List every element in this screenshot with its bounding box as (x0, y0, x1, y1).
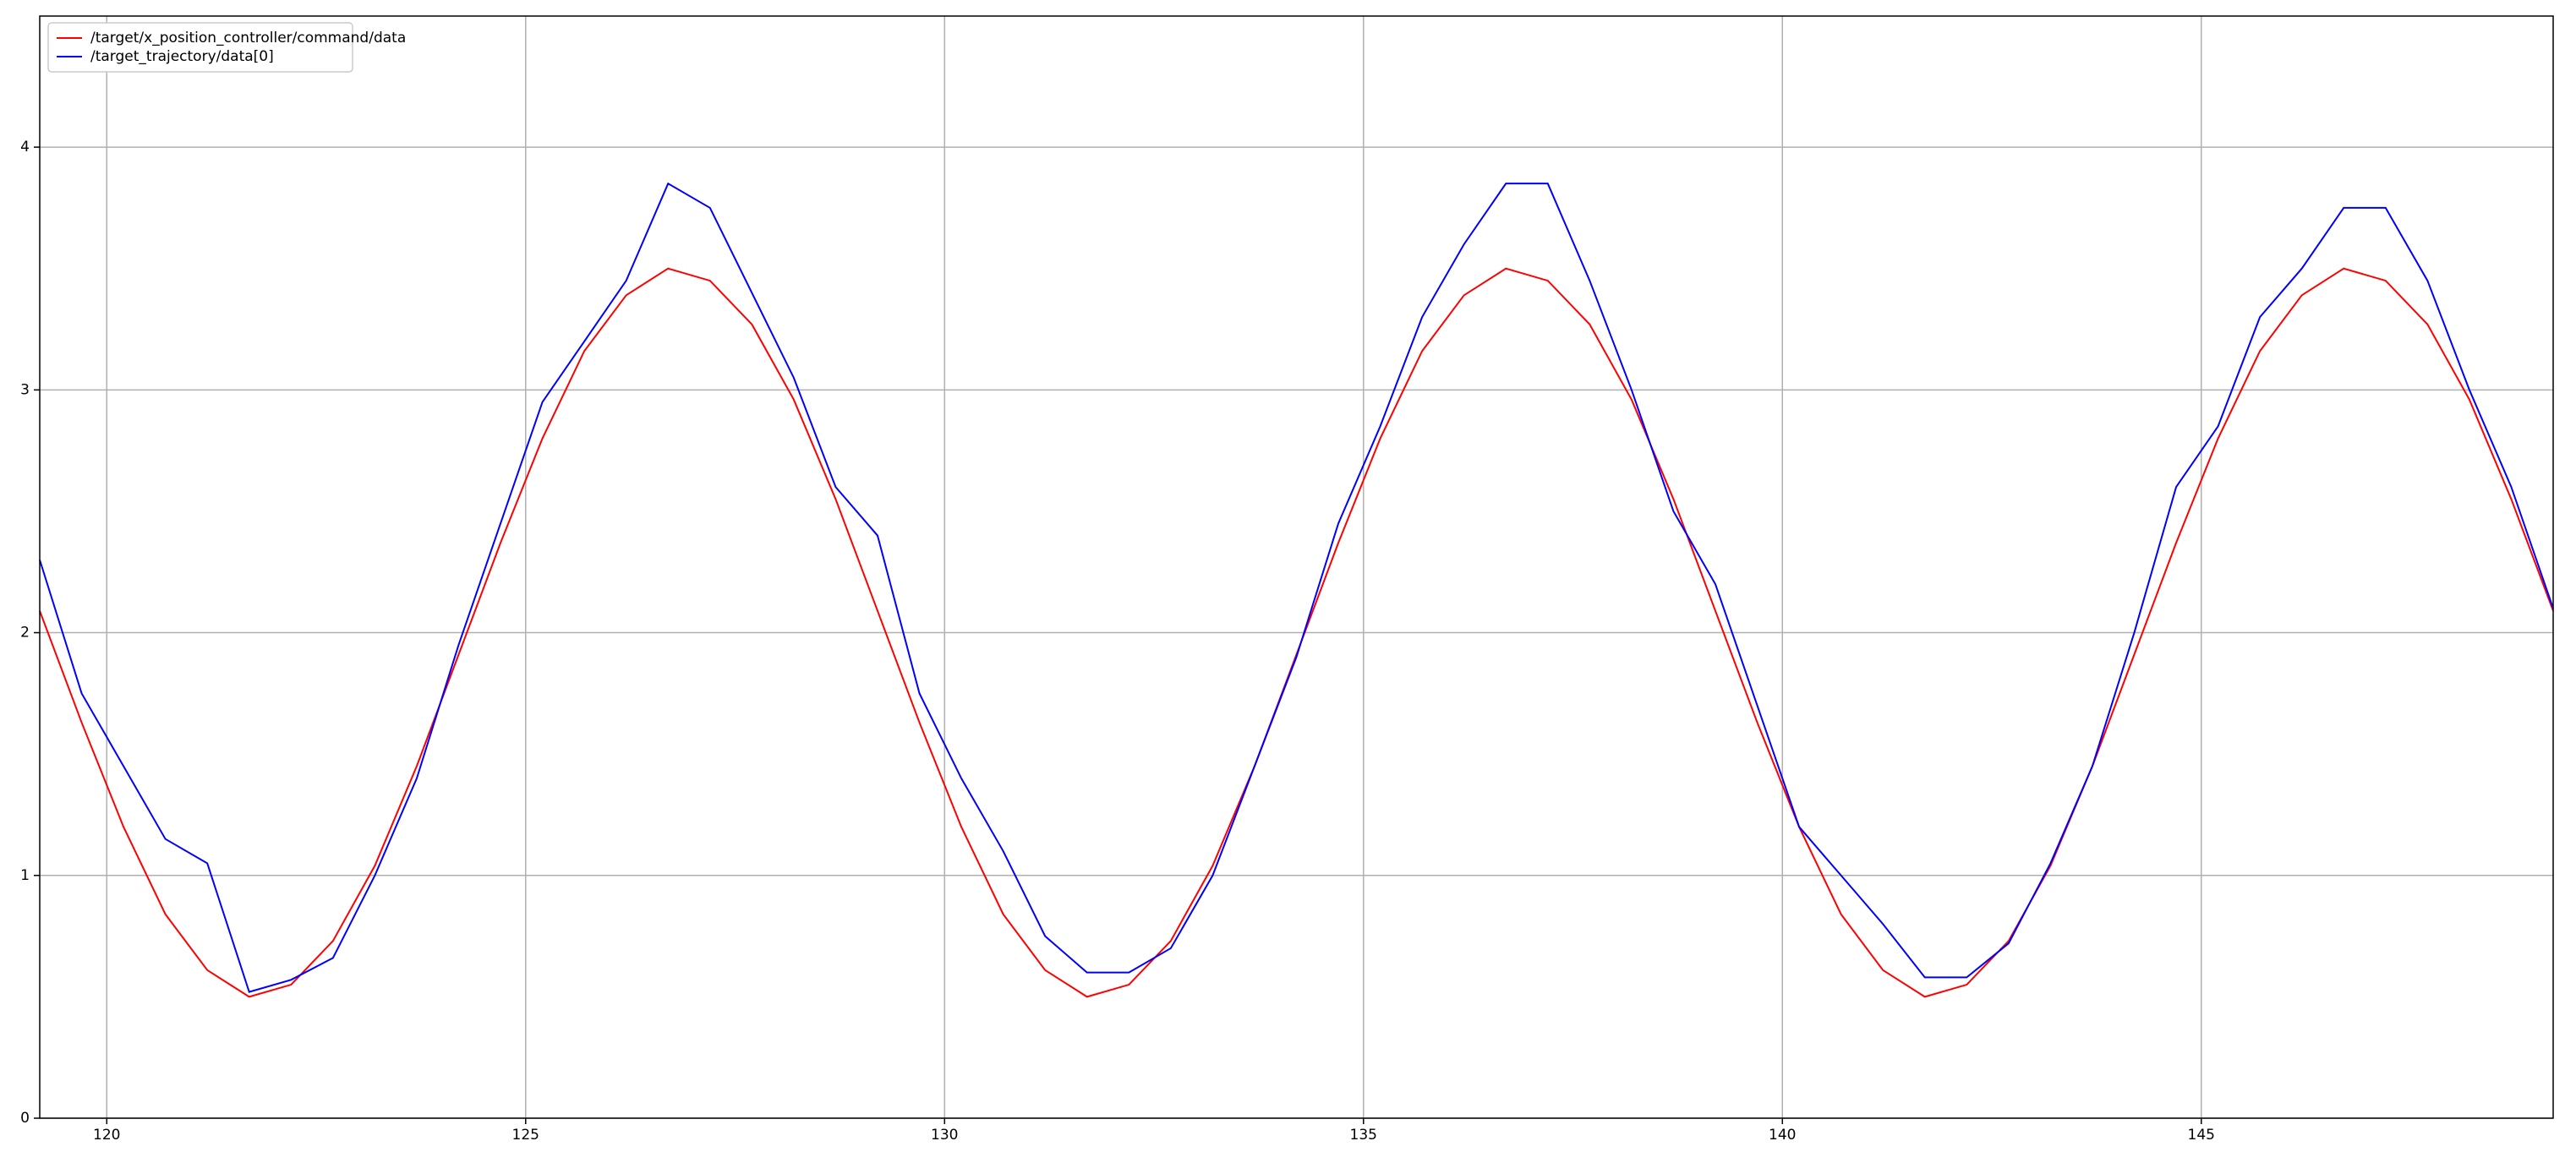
legend-label: /target/x_position_controller/command/da… (90, 30, 406, 46)
legend-label: /target_trajectory/data[0] (90, 48, 274, 65)
x-tick-label: 140 (1769, 1127, 1796, 1144)
y-tick-label: 1 (20, 867, 30, 884)
x-tick-label: 145 (2188, 1127, 2215, 1144)
plot-frame (39, 15, 2554, 1119)
legend-box (47, 22, 353, 73)
y-tick-label: 4 (20, 139, 30, 156)
x-tick-label: 135 (1350, 1127, 1377, 1144)
y-tick-label: 2 (20, 625, 30, 642)
y-tick-label: 3 (20, 381, 30, 398)
y-tick-label: 0 (20, 1110, 30, 1127)
x-tick-label: 125 (512, 1127, 539, 1144)
series-line (39, 182, 2554, 993)
x-tick-label: 130 (931, 1127, 958, 1144)
x-tick-label: 120 (93, 1127, 120, 1144)
